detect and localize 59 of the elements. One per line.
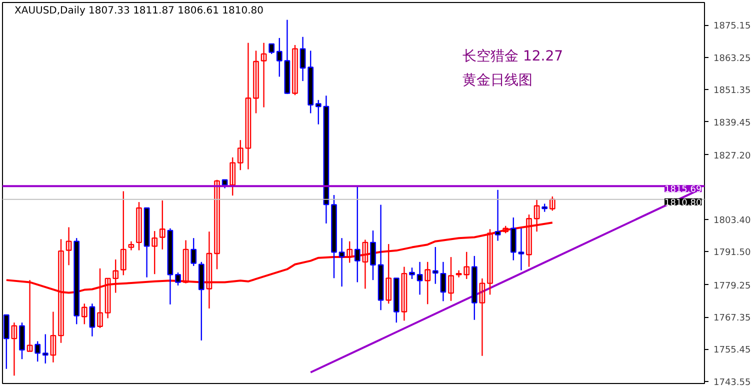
annotation: 黄金日线图 (462, 72, 532, 88)
y-tick-label: 1791.50 (714, 248, 751, 258)
candlestick (276, 37, 282, 78)
ref-line-label: 1810.80 (664, 198, 702, 208)
candlestick (237, 139, 244, 171)
candlestick (464, 251, 470, 280)
candlestick (409, 267, 415, 280)
candlestick (549, 196, 556, 212)
candlestick (268, 43, 275, 55)
candlestick (354, 186, 360, 283)
y-tick-label: 1851.35 (714, 86, 751, 96)
candlestick (42, 334, 48, 364)
candlestick (175, 272, 181, 286)
y-tick-label: 1875.15 (714, 22, 751, 32)
chart-title: XAUUSD,Daily 1807.33 1811.87 1806.61 1810.80 (14, 6, 264, 16)
candlestick (518, 228, 524, 271)
candlestick (159, 200, 166, 250)
candlestick (346, 240, 353, 264)
y-tick-label: 1767.35 (714, 314, 751, 324)
y-tick-label: 1779.25 (714, 281, 751, 292)
y-tick-label: 1743.55 (714, 378, 751, 388)
candlestick (432, 246, 438, 284)
candlestick (494, 189, 501, 242)
candlestick (401, 266, 408, 322)
candlestick (362, 239, 368, 290)
candlestick (292, 44, 298, 96)
candlestick (440, 261, 446, 302)
y-tick-label: 1863.25 (714, 54, 751, 64)
candlestick (245, 42, 252, 170)
candlestick (66, 226, 72, 266)
candlestick (152, 230, 158, 275)
candlestick (300, 36, 306, 82)
y-tick-label: 1755.45 (714, 346, 751, 356)
candlestick (120, 190, 126, 276)
candlestick (136, 201, 142, 251)
annotation: 长空猎金 12.27 (462, 48, 564, 64)
candlestick (370, 230, 376, 281)
candlestick (510, 216, 516, 261)
y-tick-label: 1839.45 (714, 118, 751, 128)
candlestick (315, 99, 322, 125)
candlestick (253, 50, 259, 114)
y-tick-label: 1827.20 (714, 151, 751, 162)
candlestick (34, 340, 41, 362)
candlestick (448, 256, 454, 302)
candlestick (214, 179, 220, 270)
candlestick (479, 278, 486, 356)
y-tick-label: 1803.40 (714, 216, 751, 226)
candlestick (230, 156, 236, 196)
candlestick (11, 322, 18, 376)
candlestick (260, 42, 267, 108)
candlestick (416, 261, 423, 296)
candlestick (50, 311, 56, 363)
candlestick (128, 240, 134, 251)
candlestick (89, 303, 96, 337)
candlestick (338, 237, 345, 288)
candlestick (81, 303, 88, 325)
candlestick (424, 261, 431, 305)
candlestick (190, 237, 197, 267)
candlestick (182, 240, 189, 284)
